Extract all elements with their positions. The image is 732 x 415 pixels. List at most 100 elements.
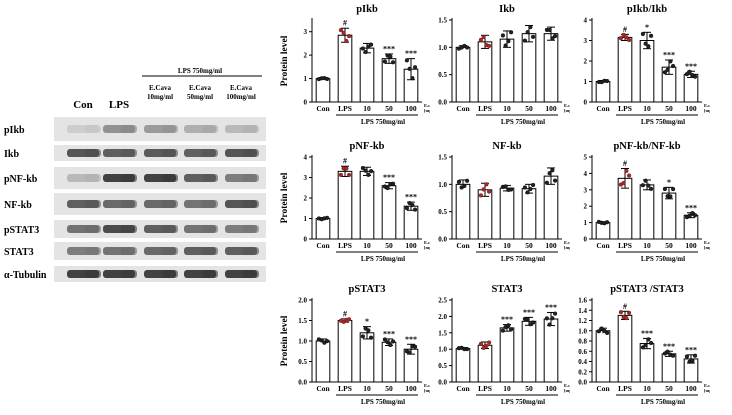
bar bbox=[521, 188, 537, 240]
blot-band bbox=[85, 149, 101, 157]
x-tick-label: 100 bbox=[405, 104, 417, 113]
blot-treatment-header: LPS 750mg/ml bbox=[178, 67, 222, 75]
significance-marker: *** bbox=[685, 203, 697, 212]
x-tick-label: 10 bbox=[363, 241, 371, 250]
x-tick-label: 50 bbox=[665, 384, 673, 393]
significance-marker: *** bbox=[663, 342, 675, 351]
data-point bbox=[599, 326, 604, 331]
data-point bbox=[596, 329, 602, 334]
data-point bbox=[412, 65, 418, 70]
data-point bbox=[368, 335, 374, 340]
bar bbox=[381, 341, 397, 383]
data-point bbox=[646, 44, 651, 49]
data-point bbox=[486, 189, 492, 194]
bar bbox=[477, 41, 493, 103]
x-tick-label: 100 bbox=[685, 384, 697, 393]
y-tick-label: 1.4 bbox=[578, 307, 587, 315]
data-point bbox=[324, 215, 330, 220]
significance-marker: *** bbox=[685, 62, 697, 71]
y-tick-label: 0.2 bbox=[578, 368, 587, 376]
data-point bbox=[508, 187, 514, 192]
data-point bbox=[486, 43, 492, 49]
y-tick-label: 1.2 bbox=[578, 317, 587, 325]
y-tick-label: 3 bbox=[584, 186, 588, 194]
blot-lane-label: LPS bbox=[109, 99, 129, 111]
data-point bbox=[503, 184, 508, 189]
y-tick-label: 1.5 bbox=[438, 17, 447, 25]
data-point bbox=[648, 186, 654, 191]
western-blot-panel: LPS 750mg/ml Con LPS E.Cava 10mg/ml E.Cava 50… bbox=[4, 67, 266, 282]
blot-band-label: Ikb bbox=[4, 149, 19, 160]
data-point bbox=[500, 33, 506, 38]
data-point bbox=[687, 69, 692, 74]
x-tick-label: LPS bbox=[338, 104, 352, 113]
bar bbox=[337, 170, 353, 240]
significance-marker: # bbox=[623, 302, 627, 311]
data-point bbox=[662, 186, 668, 192]
x-tick-label: Con bbox=[316, 384, 330, 393]
x-tick-label: 50 bbox=[525, 241, 533, 250]
data-point bbox=[640, 345, 646, 350]
blot-band bbox=[121, 149, 137, 157]
blot-band bbox=[162, 200, 178, 208]
blot-band bbox=[85, 225, 101, 233]
significance-marker: * bbox=[667, 178, 671, 187]
data-point bbox=[547, 27, 552, 33]
x-tick-label: Con bbox=[596, 241, 610, 250]
data-point bbox=[319, 338, 324, 343]
blot-lane-labels: Con LPS E.Cava 10mg/ml E.Cava 50mg/ml E.Cava 10… bbox=[73, 84, 256, 111]
data-point bbox=[690, 358, 695, 363]
group-label: LPS 750mg/ml bbox=[641, 398, 685, 406]
data-point bbox=[360, 334, 366, 339]
data-point bbox=[464, 178, 470, 183]
data-point bbox=[604, 220, 610, 225]
x-tick-label: Con bbox=[456, 241, 470, 250]
x-unit-label: E.cava[mg/ml] bbox=[564, 103, 570, 113]
y-tick-label: 0.6 bbox=[578, 348, 587, 356]
bar-chart: pSTAT3 Protein level 0.0 0.5 1.0 1.5 2.0 Con LPS… bbox=[280, 284, 430, 406]
data-point bbox=[390, 60, 396, 65]
data-point bbox=[665, 349, 670, 354]
data-point bbox=[464, 45, 470, 50]
significance-marker: *** bbox=[383, 173, 395, 182]
data-point bbox=[692, 213, 698, 218]
data-point bbox=[550, 316, 555, 321]
data-point bbox=[668, 59, 673, 64]
data-point bbox=[618, 36, 624, 41]
blot-band bbox=[243, 174, 259, 182]
blot-band bbox=[202, 200, 218, 208]
bar bbox=[315, 218, 331, 240]
data-point bbox=[668, 194, 673, 199]
significance-marker: # bbox=[623, 25, 627, 34]
bar bbox=[337, 320, 353, 383]
data-point bbox=[363, 49, 368, 55]
data-point bbox=[484, 182, 489, 187]
y-axis-label: Protein level bbox=[280, 172, 290, 223]
blot-band bbox=[121, 225, 137, 233]
data-point bbox=[552, 311, 558, 316]
data-point bbox=[484, 343, 489, 349]
significance-marker: # bbox=[623, 159, 627, 168]
y-tick-label: 1 bbox=[304, 75, 308, 83]
x-unit-label: E.cava[mg/ml] bbox=[704, 383, 710, 393]
y-tick-label: 0.0 bbox=[438, 99, 447, 107]
x-tick-label: 10 bbox=[643, 104, 651, 113]
blot-band bbox=[162, 149, 178, 157]
data-point bbox=[684, 354, 690, 359]
data-point bbox=[640, 183, 646, 188]
y-tick-label: 3 bbox=[584, 37, 588, 45]
significance-marker: # bbox=[343, 19, 347, 28]
blot-band bbox=[202, 270, 218, 278]
data-point bbox=[550, 168, 555, 173]
blot-bands: pIkb Ikb pNF-kb NF-kb pSTAT3 STAT3 α-Tubulin bbox=[4, 117, 266, 282]
y-tick-label: 0 bbox=[584, 99, 588, 107]
group-label: LPS 750mg/ml bbox=[361, 255, 405, 263]
data-point bbox=[368, 42, 374, 47]
data-point bbox=[525, 30, 530, 35]
significance-marker: * bbox=[645, 23, 649, 32]
bar bbox=[521, 320, 537, 383]
data-point bbox=[366, 44, 371, 49]
chart-title: pNF-kb bbox=[349, 141, 384, 152]
data-point bbox=[643, 178, 648, 183]
y-tick-label: 0.5 bbox=[438, 71, 447, 79]
